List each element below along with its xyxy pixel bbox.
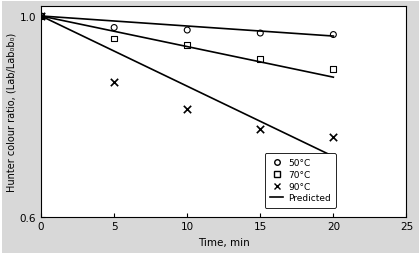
Point <box>38 15 45 19</box>
Point <box>184 44 191 48</box>
Y-axis label: Hunter colour ratio, (Lab/Lab₀b₀): Hunter colour ratio, (Lab/Lab₀b₀) <box>7 33 17 191</box>
Point <box>257 32 264 36</box>
Point <box>111 81 118 85</box>
X-axis label: Time, min: Time, min <box>198 237 249 247</box>
Point <box>330 33 337 37</box>
Point <box>111 37 118 41</box>
Point <box>111 26 118 30</box>
Point <box>184 107 191 112</box>
Point <box>330 67 337 71</box>
Point <box>38 15 45 19</box>
Point <box>257 127 264 131</box>
Point <box>330 136 337 140</box>
Point <box>184 29 191 33</box>
Point <box>257 57 264 61</box>
Point <box>38 15 45 19</box>
Legend: 50°C, 70°C, 90°C, Predicted: 50°C, 70°C, 90°C, Predicted <box>265 153 336 208</box>
